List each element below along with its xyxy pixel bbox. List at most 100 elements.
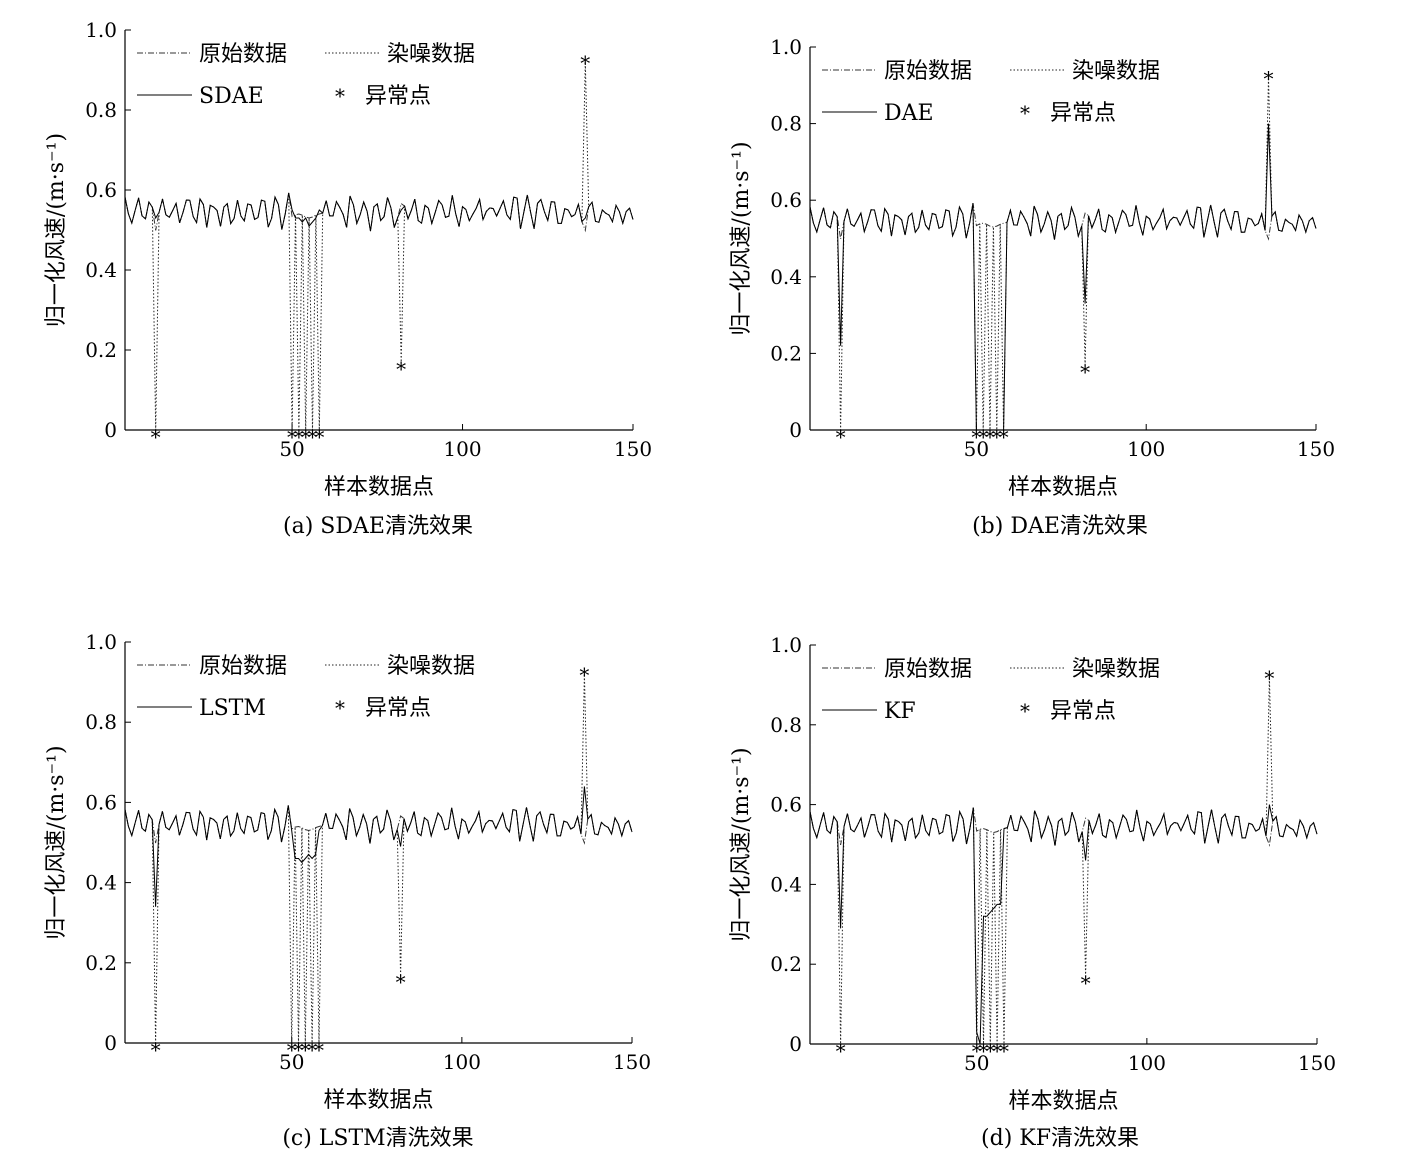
y-tick-label: 1.0 (770, 633, 802, 657)
x-axis-label: 样本数据点 (324, 475, 434, 500)
anomaly-marker: * (1264, 666, 1274, 690)
y-tick-label: 1.0 (770, 35, 802, 59)
anomaly-marker: * (151, 425, 161, 449)
legend-label-noisy: 染噪数据 (387, 42, 475, 67)
chart-svg-d: 0 0.2 0.4 0.6 0.8 1.0 50 100 150 样本数据点 归一化风速/(m·s⁻… (729, 633, 1336, 1114)
legend-label-noisy: 染噪数据 (387, 654, 475, 679)
anomaly-marker: * (992, 425, 1002, 449)
y-axis-label: 归一化风速/(m·s⁻¹) (44, 133, 69, 327)
y-tick-label: 0.6 (85, 178, 117, 202)
anomaly-marker: * (300, 1038, 310, 1062)
anomaly-marker: * (580, 51, 590, 75)
anomaly-marker: * (396, 970, 406, 994)
caption-b: (b) DAE清洗效果 (972, 514, 1148, 539)
panel-c: 0 0.2 0.4 0.6 0.8 1.0 50 100 150 样本数据点 归一化风速/(m·s⁻… (0, 600, 705, 1166)
x-tick-label: 50 (964, 437, 989, 461)
anomaly-marker: * (978, 425, 988, 449)
anomaly-marker: * (301, 425, 311, 449)
legend-label-noisy: 染噪数据 (1072, 657, 1160, 682)
legend-label-original: 原始数据 (199, 654, 287, 679)
legend-label-cleaned: KF (884, 699, 916, 724)
y-tick-label: 0 (104, 418, 117, 442)
anomaly-marker: * (287, 425, 297, 449)
anomaly-marker: * (992, 1039, 1002, 1063)
x-tick-label: 50 (279, 437, 304, 461)
anomaly-marker: * (579, 663, 589, 687)
y-tick-label: 0.8 (770, 112, 802, 136)
y-tick-label: 1.0 (85, 630, 117, 654)
anomaly-marker: * (999, 425, 1009, 449)
anomaly-marker: * (836, 1039, 846, 1063)
anomaly-marker: * (294, 425, 304, 449)
anomaly-marker: * (314, 1038, 324, 1062)
x-tick-label: 150 (1297, 437, 1335, 461)
y-tick-label: 0.2 (770, 341, 802, 365)
anomaly-marker: * (1263, 67, 1273, 91)
x-tick-label: 100 (443, 437, 481, 461)
legend-swatch-anomaly: * (1020, 101, 1030, 125)
anomaly-marker: * (287, 1038, 297, 1062)
chart-svg-b: 0 0.2 0.4 0.6 0.8 1.0 50 100 150 样本数据点 归一化风速/(m·s⁻… (729, 35, 1335, 500)
x-tick-label: 50 (279, 1050, 304, 1074)
anomaly-marker: * (836, 425, 846, 449)
panel-d: 0 0.2 0.4 0.6 0.8 1.0 50 100 150 样本数据点 归一化风速/(m·s⁻… (705, 600, 1410, 1166)
legend-label-anomaly: 异常点 (1050, 101, 1116, 126)
x-tick-label: 50 (964, 1051, 989, 1075)
legend-label-original: 原始数据 (884, 59, 972, 84)
legend-label-noisy: 染噪数据 (1072, 59, 1160, 84)
chart-svg-c: 0 0.2 0.4 0.6 0.8 1.0 50 100 150 样本数据点 归一化风速/(m·s⁻… (44, 630, 651, 1113)
x-tick-label: 100 (1128, 1051, 1166, 1075)
y-tick-label: 0 (789, 1032, 802, 1056)
y-tick-label: 0.2 (85, 338, 117, 362)
x-tick-label: 100 (443, 1050, 481, 1074)
panel-b: 0 0.2 0.4 0.6 0.8 1.0 50 100 150 样本数据点 归一化风速/(m·s⁻… (705, 0, 1410, 560)
anomaly-marker: * (308, 425, 318, 449)
y-tick-label: 0.8 (770, 713, 802, 737)
series-noisy-line (809, 77, 1317, 431)
caption-d: (d) KF清洗效果 (981, 1126, 1139, 1151)
legend-swatch-anomaly: * (335, 84, 345, 108)
y-tick-label: 0.6 (770, 188, 802, 212)
x-axis-label: 样本数据点 (1008, 475, 1118, 500)
anomaly-marker: * (314, 425, 324, 449)
series-cleaned-line (809, 804, 1318, 1045)
anomaly-marker: * (971, 425, 981, 449)
x-axis-label: 样本数据点 (323, 1088, 433, 1113)
series-cleaned-line (124, 192, 634, 232)
series-cleaned-line (124, 786, 633, 907)
x-tick-label: 150 (614, 437, 652, 461)
legend-swatch-anomaly: * (1020, 699, 1030, 723)
y-tick-label: 1.0 (85, 18, 117, 42)
legend-label-cleaned: SDAE (199, 84, 264, 109)
y-tick-label: 0.8 (85, 98, 117, 122)
legend-label-original: 原始数据 (884, 657, 972, 682)
anomaly-marker: * (985, 425, 995, 449)
anomaly-marker: * (979, 1039, 989, 1063)
anomaly-marker: * (396, 357, 406, 381)
anomaly-marker: * (985, 1039, 995, 1063)
legend-label-original: 原始数据 (199, 42, 287, 67)
y-tick-label: 0 (104, 1031, 117, 1055)
legend-label-anomaly: 异常点 (1050, 699, 1116, 724)
legend-label-anomaly: 异常点 (365, 696, 431, 721)
x-tick-label: 100 (1127, 437, 1165, 461)
y-tick-label: 0.6 (770, 793, 802, 817)
series-noisy-line (124, 674, 633, 1044)
chart-svg-a: 0 0.2 0.4 0.6 0.8 1.0 50 100 150 样本数据点 归一化风速/(m·s⁻… (44, 18, 652, 500)
y-axis-label: 归一化风速/(m·s⁻¹) (729, 141, 754, 335)
anomaly-marker: * (294, 1038, 304, 1062)
y-tick-label: 0.2 (85, 951, 117, 975)
caption-c: (c) LSTM清洗效果 (282, 1126, 474, 1151)
y-tick-label: 0.4 (85, 258, 117, 282)
legend-label-anomaly: 异常点 (365, 84, 431, 109)
series-cleaned-line (809, 123, 1317, 431)
y-tick-label: 0.4 (770, 872, 802, 896)
series-noisy-line (124, 61, 634, 431)
y-tick-label: 0.4 (85, 871, 117, 895)
legend-label-cleaned: DAE (884, 101, 934, 126)
anomaly-marker: * (972, 1039, 982, 1063)
y-tick-label: 0.8 (85, 710, 117, 734)
anomaly-marker: * (307, 1038, 317, 1062)
x-tick-label: 150 (613, 1050, 651, 1074)
y-tick-label: 0 (789, 418, 802, 442)
